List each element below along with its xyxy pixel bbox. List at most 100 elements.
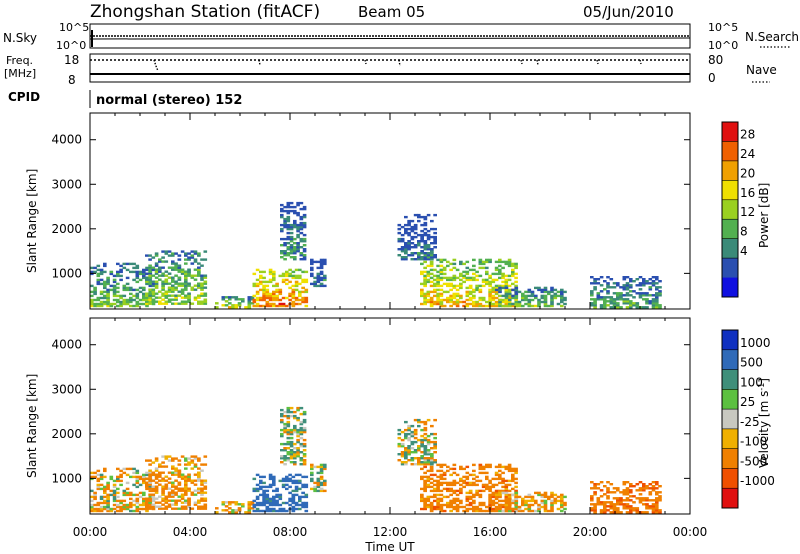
power-cell (619, 306, 623, 309)
velocity-cell (488, 493, 492, 497)
velocity-cell (616, 489, 620, 492)
power-cell (420, 272, 424, 276)
power-cell (288, 292, 292, 296)
velocity-cell (508, 509, 512, 513)
power-cell (527, 302, 532, 306)
power-cell (534, 296, 538, 300)
power-cell (259, 276, 263, 280)
power-cell (145, 278, 149, 281)
power-cell (268, 294, 273, 298)
power-cell (197, 294, 201, 297)
velocity-cell (488, 499, 492, 503)
velocity-cell (420, 445, 424, 448)
velocity-cell (177, 481, 182, 484)
power-cell (472, 272, 476, 276)
power-cell (252, 284, 257, 288)
power-cell (288, 298, 292, 302)
velocity-cell (161, 479, 165, 482)
velocity-cell (540, 493, 545, 497)
power-cell (129, 300, 133, 304)
velocity-cell (268, 501, 273, 505)
velocity-cell (433, 445, 437, 448)
velocity-cell (475, 483, 479, 487)
power-cell (193, 284, 198, 287)
velocity-cell (125, 503, 130, 507)
power-cell (190, 250, 195, 253)
velocity-cell (184, 489, 188, 492)
velocity-cell (417, 447, 421, 450)
velocity-cell (93, 475, 97, 479)
velocity-cell (148, 475, 152, 478)
power-cell (280, 229, 284, 233)
velocity-cell (161, 503, 165, 506)
velocity-cell (283, 457, 287, 460)
velocity-cell (280, 457, 284, 460)
power-cell (319, 270, 324, 274)
power-cell (417, 233, 421, 237)
power-cell (96, 268, 101, 272)
velocity-cell (439, 463, 444, 467)
velocity-cell (171, 471, 175, 474)
power-cell (462, 276, 466, 280)
power-cell (203, 282, 208, 285)
velocity-cell (417, 438, 421, 442)
power-cell (504, 278, 509, 282)
velocity-cell (400, 463, 405, 466)
power-cell (599, 304, 604, 307)
velocity-cell (423, 453, 428, 456)
power-cell (616, 304, 620, 307)
velocity-cell (299, 442, 304, 446)
power-cell (116, 270, 120, 274)
velocity-cell (426, 453, 431, 456)
velocity-cell (436, 503, 440, 507)
velocity-cell (400, 455, 405, 458)
power-cell (283, 219, 287, 223)
velocity-cell (485, 477, 489, 481)
velocity-cell (423, 451, 428, 454)
velocity-cell (433, 487, 437, 491)
power-cell (423, 278, 427, 282)
velocity-cell (215, 511, 219, 514)
power-cell (112, 286, 117, 290)
power-cell (184, 274, 188, 277)
power-cell (413, 213, 418, 217)
power-cell (468, 298, 473, 302)
power-cell (154, 264, 159, 267)
velocity-cell (145, 497, 149, 500)
power-cell (420, 229, 424, 233)
velocity-cell (494, 509, 499, 513)
velocity-cell (410, 424, 415, 428)
power-cell (455, 294, 460, 298)
velocity-cell (420, 507, 424, 511)
velocity-cell (446, 489, 450, 493)
power-cell (498, 272, 502, 276)
power-cell (642, 280, 646, 283)
velocity-cell (622, 483, 627, 486)
power-cell (404, 258, 408, 261)
power-cell (161, 292, 165, 295)
power-cell (161, 280, 165, 283)
power-cell (540, 296, 545, 300)
power-cell (404, 227, 408, 231)
velocity-cell (90, 495, 94, 499)
power-cell (275, 288, 279, 292)
velocity-cell (472, 501, 476, 505)
power-cell (197, 296, 201, 299)
velocity-cell (281, 485, 286, 489)
velocity-cell (96, 469, 101, 473)
power-cell (426, 246, 431, 249)
velocity-cell (197, 501, 201, 504)
velocity-cell (452, 483, 457, 487)
power-cell (429, 280, 434, 284)
power-cell (296, 211, 300, 215)
power-cell (426, 270, 431, 274)
power-cell (625, 294, 630, 297)
velocity-cell (655, 483, 659, 486)
power-cell (187, 300, 191, 303)
power-cell (524, 290, 528, 294)
power-cell (420, 290, 424, 294)
power-cell (635, 302, 640, 305)
power-cell (119, 300, 123, 304)
colorbar-tick-label: 500 (740, 356, 763, 370)
